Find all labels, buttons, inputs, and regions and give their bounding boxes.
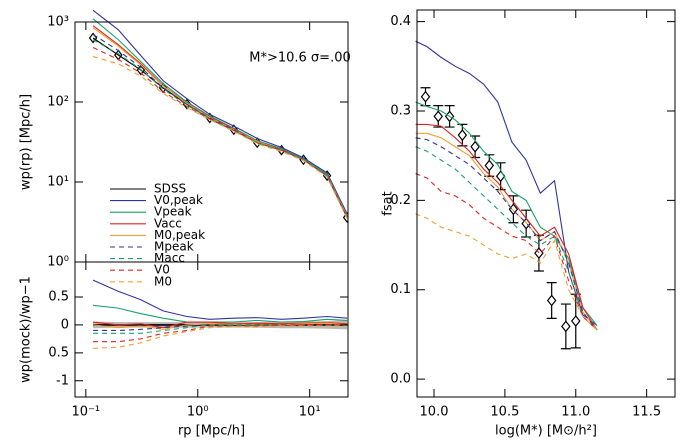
x-axis-label: log(M*) [M⊙/h²] xyxy=(495,424,597,439)
series-line xyxy=(92,56,348,219)
y-axis-label: wp(rp) [Mpc/h] xyxy=(19,94,34,190)
y-tick-label: -1 xyxy=(56,373,69,388)
series-line xyxy=(415,213,598,331)
series-line xyxy=(93,324,348,343)
y-tick-label: 0 xyxy=(61,317,69,332)
y-tick-label: 0.2 xyxy=(390,193,411,208)
legend-label: Mpeak xyxy=(154,240,194,254)
x-axis-label: rp [Mpc/h] xyxy=(178,424,245,439)
legend-label: M0 xyxy=(154,274,172,288)
data-point xyxy=(534,247,544,260)
data-point xyxy=(457,129,468,142)
y-tick-label: 10² xyxy=(47,95,69,110)
y-tick-label: 0.5 xyxy=(48,289,69,304)
data-point xyxy=(546,294,557,307)
legend-label: V0,peak xyxy=(154,193,203,207)
y-tick-label: 10¹ xyxy=(47,175,69,190)
data-point xyxy=(470,140,480,153)
x-tick-label: 10¹ xyxy=(299,405,321,420)
y-tick-label: 0.1 xyxy=(390,282,411,297)
legend-label: Vpeak xyxy=(154,205,192,219)
series-line xyxy=(93,325,348,349)
series-line xyxy=(92,18,348,216)
y-tick-label: 10³ xyxy=(47,15,69,30)
series-line xyxy=(415,173,598,331)
series-line xyxy=(92,47,348,218)
annotation: M*>10.6 σ=.00 xyxy=(249,51,351,66)
legend-label: Vacc xyxy=(154,216,182,230)
series-line xyxy=(93,324,348,334)
series-line xyxy=(92,279,348,320)
series-line xyxy=(415,101,598,326)
y-tick-label: 10⁰ xyxy=(47,255,69,270)
y-axis-label: wp(mock)/wp−1 xyxy=(19,276,34,383)
x-tick-label: 11.0 xyxy=(561,405,590,420)
series-line xyxy=(92,9,348,215)
legend-label: M0,peak xyxy=(154,228,205,242)
series-line xyxy=(92,304,348,323)
series-line xyxy=(415,132,598,331)
data-point xyxy=(484,159,495,172)
y-tick-label: 0.4 xyxy=(390,14,411,29)
series-line xyxy=(415,146,598,331)
data-point xyxy=(420,90,431,103)
y-tick-label: 0.0 xyxy=(390,372,411,387)
series-line xyxy=(92,33,348,218)
data-point xyxy=(571,315,581,327)
legend-label: SDSS xyxy=(154,182,186,196)
series-line xyxy=(415,137,598,331)
series-line xyxy=(92,322,348,330)
x-tick-label: 10.5 xyxy=(490,405,519,420)
series-line xyxy=(415,40,598,326)
series-line xyxy=(92,39,348,218)
data-point xyxy=(433,110,444,123)
series-line xyxy=(415,123,598,331)
y-tick-label: 0.3 xyxy=(390,103,411,118)
legend-label: V0 xyxy=(154,263,170,277)
axes-frame xyxy=(416,9,676,398)
y-tick-label: 0.5 xyxy=(48,345,69,360)
series-line xyxy=(92,321,348,329)
y-axis-label: fsat xyxy=(381,191,396,215)
plot-area xyxy=(420,87,581,350)
x-tick-label: 11.5 xyxy=(632,405,661,420)
x-tick-label: 10.0 xyxy=(420,405,449,420)
axes-frame xyxy=(74,261,349,398)
data-point xyxy=(561,320,571,333)
x-tick-label: 10⁻¹ xyxy=(72,405,101,420)
x-tick-label: 10⁰ xyxy=(187,405,209,420)
